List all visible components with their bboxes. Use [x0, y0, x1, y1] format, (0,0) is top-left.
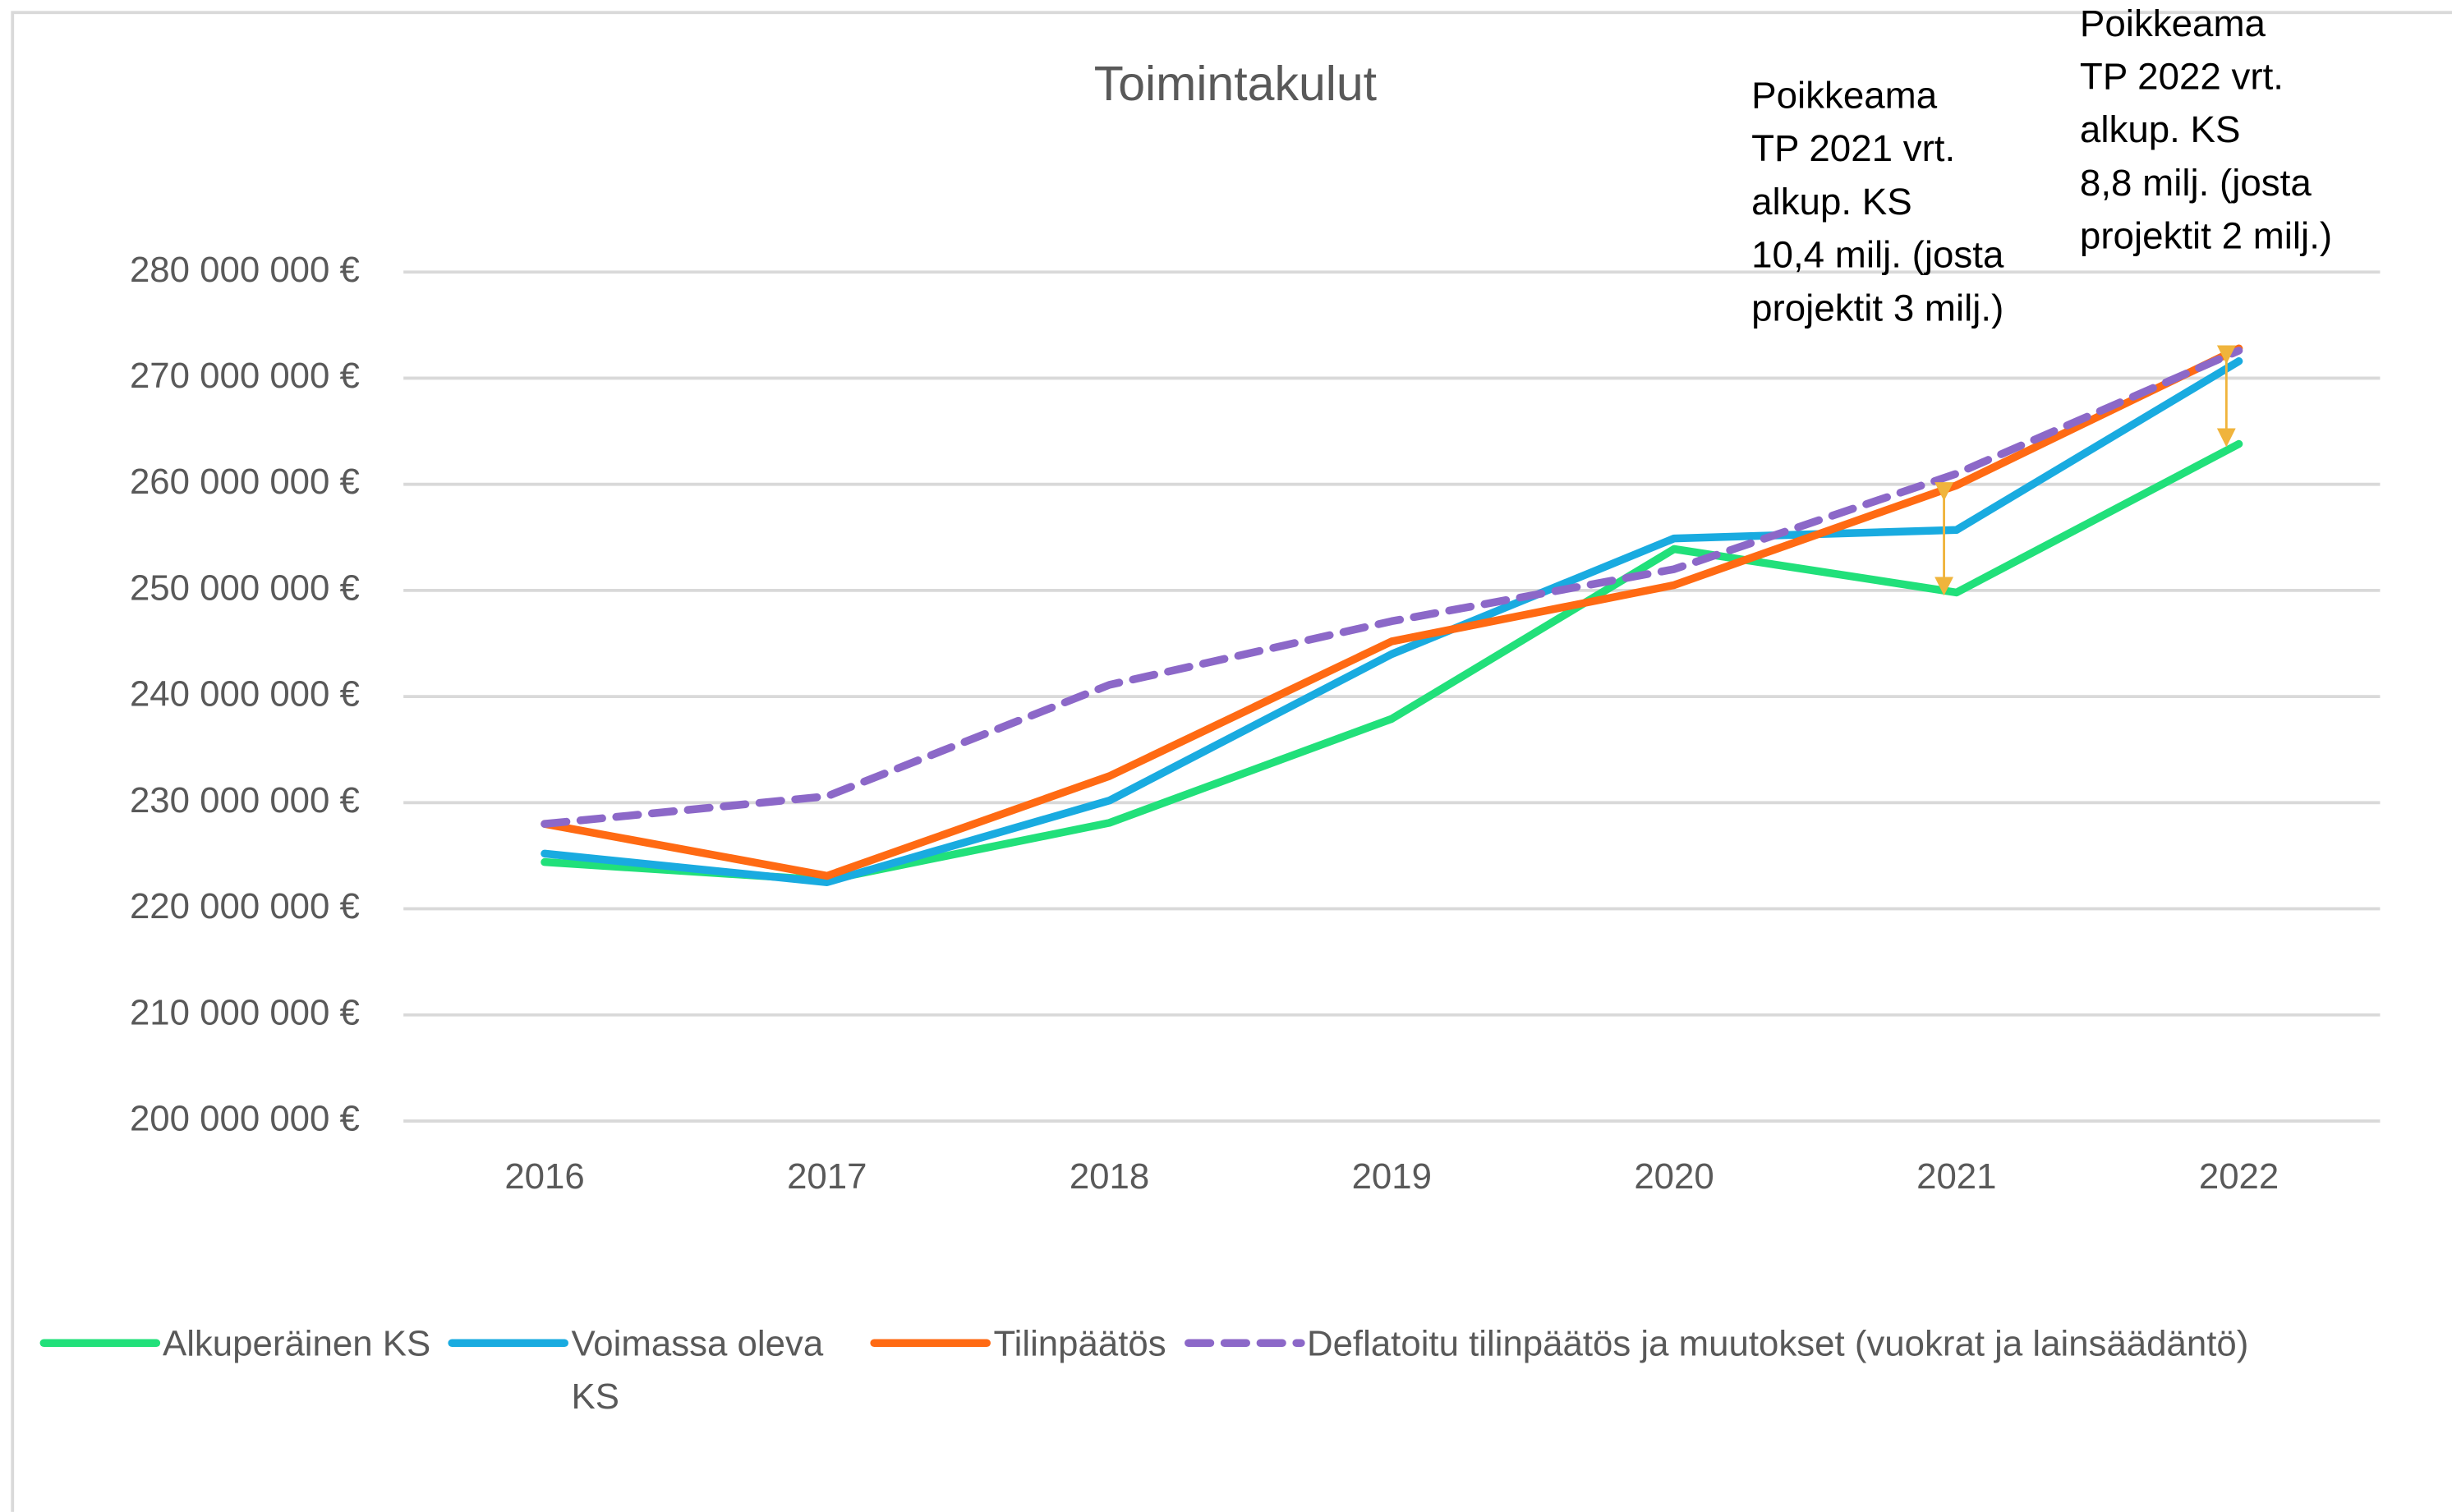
annotation: Poikkeama TP 2021 vrt. alkup. KS 10,4 mi… [1751, 75, 2004, 330]
x-tick-label: 2020 [1634, 1156, 1714, 1197]
y-tick-label: 230 000 000 € [130, 780, 360, 820]
series-line [541, 347, 2243, 828]
x-tick-label: 2019 [1352, 1156, 1432, 1197]
chart-border [11, 11, 2452, 1512]
series-line [541, 344, 2243, 880]
x-tick-label: 2017 [787, 1156, 867, 1197]
y-tick-label: 250 000 000 € [130, 568, 360, 608]
series-line [541, 357, 2243, 886]
legend-label: Deflatoitu tilinpäätös ja muutokset (vuo… [1306, 1322, 2249, 1364]
x-tick-label: 2021 [1916, 1156, 1996, 1197]
legend-label: Tilinpäätös [993, 1322, 1166, 1364]
y-tick-label: 270 000 000 € [130, 356, 360, 396]
y-tick-label: 210 000 000 € [130, 992, 360, 1032]
legend-swatch [871, 1339, 991, 1348]
legend-item: Deflatoitu tilinpäätös ja muutokset (vuo… [1182, 1317, 2249, 1370]
x-tick-label: 2016 [504, 1156, 584, 1197]
y-tick-label: 280 000 000 € [130, 250, 360, 290]
legend-item: Tilinpäätös [868, 1317, 1166, 1370]
chart-title: Toimintakulut [1094, 57, 1377, 111]
legend-swatch [39, 1339, 161, 1348]
legend-item: Alkuperäinen KS [38, 1317, 430, 1370]
y-tick-label: 220 000 000 € [130, 886, 360, 926]
legend-label: Alkuperäinen KS [162, 1322, 431, 1364]
legend-label: Voimassa oleva KS [571, 1322, 824, 1417]
legend: Alkuperäinen KS Voimassa oleva KS Tilinpää… [38, 1317, 2452, 1422]
legend-swatch [1184, 1339, 1305, 1348]
y-tick-label: 200 000 000 € [130, 1099, 360, 1139]
y-tick-label: 240 000 000 € [130, 674, 360, 715]
x-tick-label: 2018 [1070, 1156, 1149, 1197]
y-tick-label: 260 000 000 € [130, 462, 360, 502]
legend-item: Voimassa oleva KS [446, 1317, 853, 1422]
legend-swatch [449, 1339, 569, 1348]
x-tick-label: 2022 [2199, 1156, 2279, 1197]
annotation: Poikkeama TP 2022 vrt. alkup. KS 8,8 mil… [2079, 2, 2333, 259]
